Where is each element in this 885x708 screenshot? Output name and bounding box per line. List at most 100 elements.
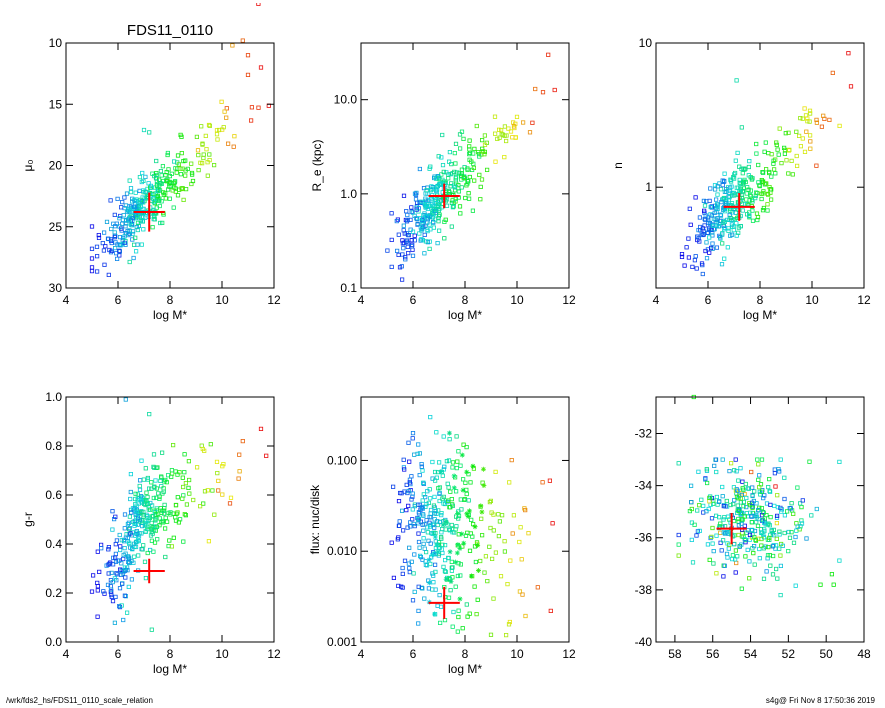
data-point (676, 542, 681, 547)
data-point (440, 473, 445, 478)
data-point (454, 524, 459, 529)
data-point (133, 235, 138, 240)
data-point (689, 500, 694, 505)
data-point (548, 608, 553, 614)
data-point (127, 526, 132, 531)
data-point (433, 569, 438, 575)
data-point (389, 211, 394, 216)
data-point (190, 178, 196, 184)
data-point (404, 209, 409, 214)
data-point (403, 255, 408, 260)
data-point (450, 205, 456, 210)
data-point (692, 258, 698, 263)
data-point (162, 526, 168, 531)
data-point (149, 520, 154, 526)
data-point (459, 507, 464, 512)
data-point (110, 527, 115, 532)
data-point (471, 165, 477, 170)
data-point (720, 241, 725, 246)
data-point (474, 612, 479, 617)
data-point (454, 434, 459, 439)
x-tick-label: 52 (782, 647, 796, 661)
data-point (124, 231, 129, 236)
data-point (725, 555, 730, 560)
data-point (129, 510, 134, 515)
data-point (742, 491, 747, 497)
data-point (424, 501, 429, 507)
data-point (696, 469, 701, 474)
data-point (425, 185, 430, 190)
data-point (258, 65, 264, 70)
data-point (143, 466, 148, 471)
data-point (739, 586, 744, 591)
data-point (198, 160, 203, 165)
data-point (736, 230, 741, 235)
data-point (425, 217, 431, 222)
data-point (527, 130, 533, 135)
data-point (710, 230, 715, 235)
data-point (430, 184, 435, 190)
data-point (141, 227, 146, 232)
data-point (699, 497, 704, 502)
data-point (404, 482, 409, 488)
data-point (127, 228, 132, 233)
data-point (123, 224, 128, 229)
data-point (767, 184, 772, 190)
x-tick-label: 8 (167, 293, 174, 307)
data-point (127, 259, 132, 265)
data-point (152, 217, 157, 222)
data-point (761, 576, 767, 581)
data-point (708, 186, 713, 191)
data-point (718, 521, 723, 526)
panel-2: 4 6 8 10 12 0.1 1.0 10.0 log M* R_e (kpc) (310, 42, 576, 322)
data-point (788, 506, 793, 511)
data-point (472, 178, 477, 183)
data-point (438, 182, 443, 187)
data-point (446, 485, 451, 490)
data-point (412, 503, 417, 509)
data-point (754, 520, 759, 525)
data-point (763, 181, 768, 186)
data-point (698, 224, 703, 230)
data-point (768, 515, 773, 520)
data-point (719, 199, 724, 205)
data-point (439, 513, 444, 518)
data-point (140, 547, 145, 552)
data-point (207, 152, 212, 157)
data-point (436, 154, 441, 159)
y-tick-label: 20 (49, 159, 63, 173)
x-axis-label: log M* (743, 308, 777, 322)
data-point (212, 512, 217, 517)
data-point (128, 531, 133, 536)
data-point (158, 478, 163, 484)
data-point (749, 177, 755, 182)
data-point (777, 126, 782, 131)
data-point (694, 266, 699, 271)
data-point (106, 562, 111, 567)
data-point (514, 114, 520, 119)
data-point (736, 532, 741, 538)
data-point (676, 461, 681, 466)
data-point (416, 539, 422, 545)
highlight-cross (133, 192, 165, 232)
data-point (240, 38, 245, 43)
data-point (185, 166, 190, 171)
data-point (180, 496, 185, 501)
data-point (175, 153, 181, 158)
data-point (736, 508, 741, 514)
data-point (453, 584, 458, 589)
data-point (765, 553, 771, 558)
data-point (401, 193, 407, 198)
data-point (720, 484, 725, 490)
data-point (726, 514, 731, 519)
data-point (489, 556, 495, 562)
data-point (472, 146, 477, 151)
data-point (726, 228, 731, 233)
data-point (137, 478, 143, 483)
data-point (747, 213, 752, 218)
data-point (194, 134, 199, 139)
data-point (750, 199, 755, 204)
data-point (128, 496, 133, 502)
data-point (428, 227, 433, 232)
